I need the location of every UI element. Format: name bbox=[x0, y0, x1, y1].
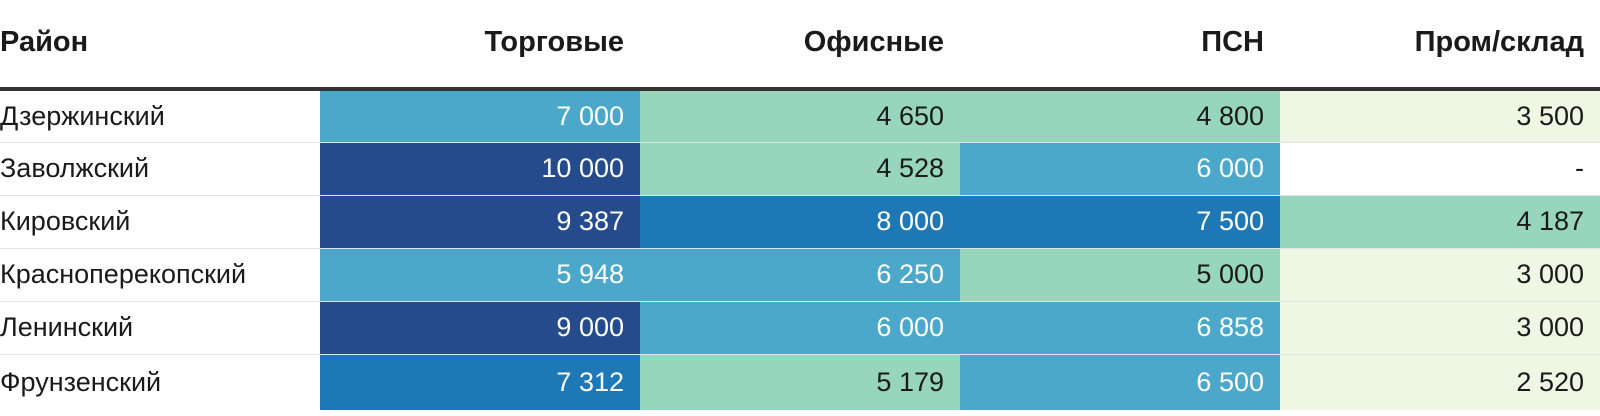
heatmap-cell: 4 187 bbox=[1280, 195, 1600, 249]
heatmap-cell: 3 000 bbox=[1280, 301, 1600, 355]
heatmap-cell: 7 500 bbox=[960, 195, 1280, 249]
table-header: Район Торговые Офисные ПСН Пром/склад bbox=[0, 0, 1600, 91]
table-row: Ленинский 9 000 6 000 6 858 3 000 bbox=[0, 301, 1600, 355]
table-row: Кировский 9 387 8 000 7 500 4 187 bbox=[0, 195, 1600, 249]
heatmap-cell: 6 000 bbox=[960, 142, 1280, 196]
table-row: Дзержинский 7 000 4 650 4 800 3 500 bbox=[0, 89, 1600, 143]
heatmap-cell: 9 387 bbox=[320, 195, 640, 249]
heatmap-cell: 9 000 bbox=[320, 301, 640, 355]
heatmap-cell: 6 000 bbox=[640, 301, 960, 355]
column-header-industrial: Пром/склад bbox=[1280, 0, 1600, 91]
heatmap-cell: 6 858 bbox=[960, 301, 1280, 355]
column-header-psn: ПСН bbox=[960, 0, 1280, 91]
heatmap-cell: 7 000 bbox=[320, 89, 640, 143]
table-row: Заволжский 10 000 4 528 6 000- bbox=[0, 142, 1600, 196]
heatmap-cell: - bbox=[1280, 142, 1600, 196]
heatmap-cell: 5 000 bbox=[960, 248, 1280, 302]
heatmap-cell: 5 948 bbox=[320, 248, 640, 302]
district-name: Дзержинский bbox=[0, 89, 320, 143]
heatmap-cell: 6 500 bbox=[960, 354, 1280, 410]
heatmap-cell: 3 500 bbox=[1280, 89, 1600, 143]
heatmap-cell: 4 528 bbox=[640, 142, 960, 196]
district-name: Кировский bbox=[0, 195, 320, 249]
table-row: Красноперекопский 5 948 6 250 5 000 3 000 bbox=[0, 248, 1600, 302]
heatmap-cell: 7 312 bbox=[320, 354, 640, 410]
heatmap-cell: 3 000 bbox=[1280, 248, 1600, 302]
district-name: Фрунзенский bbox=[0, 354, 320, 410]
table-row: Фрунзенский 7 312 5 179 6 500 2 520 bbox=[0, 354, 1600, 410]
header-row: Район Торговые Офисные ПСН Пром/склад bbox=[0, 0, 1600, 91]
district-name: Заволжский bbox=[0, 142, 320, 196]
district-name: Ленинский bbox=[0, 301, 320, 355]
heatmap-cell: 4 650 bbox=[640, 89, 960, 143]
column-header-office: Офисные bbox=[640, 0, 960, 91]
district-name: Красноперекопский bbox=[0, 248, 320, 302]
heatmap-cell: 2 520 bbox=[1280, 354, 1600, 410]
heatmap-cell: 6 250 bbox=[640, 248, 960, 302]
table-body: Дзержинский 7 000 4 650 4 800 3 500 Заволжски… bbox=[0, 89, 1600, 410]
column-header-retail: Торговые bbox=[320, 0, 640, 91]
column-header-district: Район bbox=[0, 0, 320, 91]
heatmap-cell: 8 000 bbox=[640, 195, 960, 249]
heatmap-cell: 5 179 bbox=[640, 354, 960, 410]
heatmap-cell: 4 800 bbox=[960, 89, 1280, 143]
heatmap-cell: 10 000 bbox=[320, 142, 640, 196]
